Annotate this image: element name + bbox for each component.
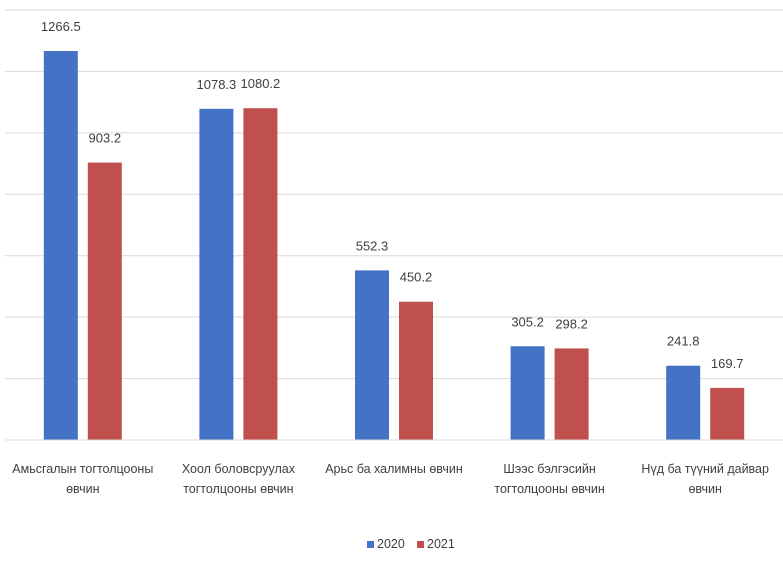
category-label-2-0: Арьс ба халимны өвчин (325, 462, 463, 476)
category-label-0-0: Амьсгалын тогтолцооны (12, 462, 153, 476)
value-label-2020-1: 1078.3 (197, 77, 237, 92)
gridlines (5, 9, 783, 380)
value-label-2020-2: 552.3 (356, 238, 389, 253)
bar-2021-1 (243, 108, 278, 440)
value-label-2021-2: 450.2 (400, 270, 433, 285)
value-label-2021-0: 903.2 (89, 131, 122, 146)
bar-2020-4 (666, 365, 701, 440)
bar-2021-4 (710, 387, 745, 440)
value-label-2021-4: 169.7 (711, 356, 744, 371)
bar-2020-1 (199, 108, 234, 440)
legend-swatch-2020 (367, 541, 374, 548)
category-label-3-1: тогтолцооны өвчин (494, 482, 604, 496)
bar-2020-0 (43, 51, 78, 440)
legend-label-2020: 2020 (377, 537, 405, 551)
value-label-2020-4: 241.8 (667, 334, 700, 349)
value-label-2021-3: 298.2 (555, 316, 588, 331)
value-label-2020-3: 305.2 (511, 314, 544, 329)
bar-2021-2 (399, 301, 433, 440)
category-label-4-1: өвчин (688, 482, 722, 496)
value-label-2020-0: 1266.5 (41, 19, 81, 34)
category-label-0-1: өвчин (66, 482, 100, 496)
legend: 2020 2021 (367, 537, 455, 551)
legend-swatch-2021 (417, 541, 424, 548)
bars-group (43, 51, 745, 441)
category-labels-group: Амьсгалын тогтолцооны өвчин Хоол боловсруу… (12, 462, 769, 496)
bar-2020-2 (355, 270, 389, 440)
category-label-4-0: Нүд ба түүний дайвар (641, 462, 769, 476)
bar-2021-3 (554, 348, 589, 440)
bar-2020-3 (510, 346, 545, 440)
legend-label-2021: 2021 (427, 537, 455, 551)
value-label-2021-1: 1080.2 (241, 76, 281, 91)
value-labels-group: 1266.5 903.2 1078.3 1080.2 552.3 450.2 305.2 29… (41, 19, 744, 371)
category-label-1-0: Хоол боловсруулах (182, 462, 296, 476)
bar-2021-0 (87, 162, 122, 441)
category-label-1-1: тогтолцооны өвчин (183, 482, 293, 496)
category-label-3-0: Шээс бэлгэсийн (503, 462, 596, 476)
